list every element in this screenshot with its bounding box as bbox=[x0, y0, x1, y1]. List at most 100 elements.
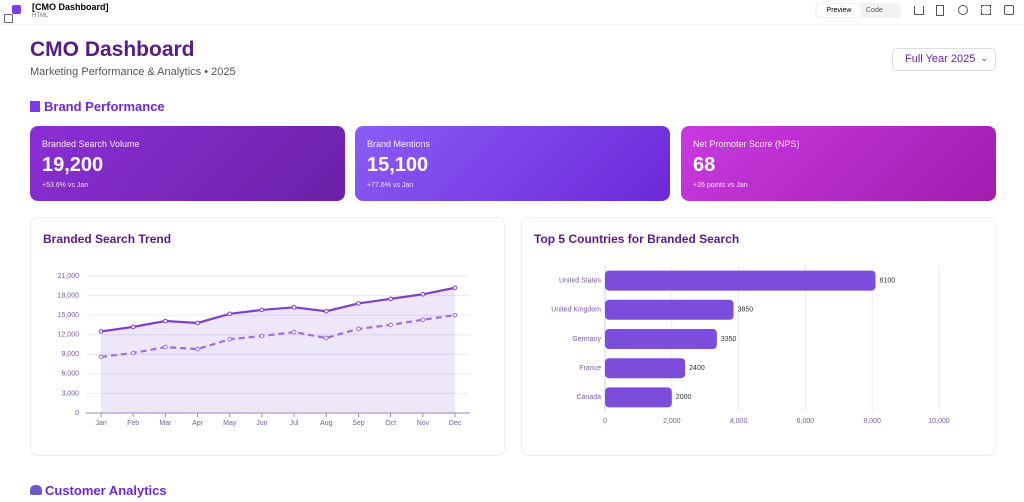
x-tick-label: Jan bbox=[95, 420, 106, 427]
point bbox=[291, 305, 297, 310]
bar bbox=[605, 358, 686, 379]
x-tick-label: May bbox=[223, 420, 237, 427]
value-label: 2000 bbox=[676, 394, 692, 401]
point bbox=[259, 333, 265, 339]
x-tick-label: 0 bbox=[603, 418, 607, 425]
section-icon bbox=[30, 101, 40, 112]
page-title: CMO Dashboard bbox=[30, 38, 195, 61]
point bbox=[356, 301, 361, 306]
close-button[interactable] bbox=[1004, 5, 1014, 15]
y-tick-label: 15,000 bbox=[58, 312, 80, 319]
code-tab[interactable]: Code bbox=[866, 7, 883, 14]
x-tick-label: 4,000 bbox=[730, 418, 748, 425]
y-tick-label: 21,000 bbox=[58, 273, 80, 280]
point bbox=[259, 307, 265, 313]
kpi-change: +53.6% vs Jan bbox=[42, 182, 89, 189]
fullscreen-button[interactable] bbox=[981, 5, 991, 15]
bar bbox=[605, 270, 876, 291]
kpi-value: 19,200 bbox=[42, 154, 104, 176]
x-tick-label: 10,000 bbox=[928, 418, 950, 425]
kpi-card: Net Promoter Score (NPS) 68 +26 points v… bbox=[681, 126, 996, 201]
chart-title: Top 5 Countries for Branded Search bbox=[534, 232, 740, 246]
value-label: 2400 bbox=[689, 365, 705, 372]
point bbox=[130, 350, 136, 356]
point bbox=[420, 291, 426, 297]
x-tick-label: Jun bbox=[256, 420, 267, 427]
section-icon bbox=[30, 485, 42, 495]
y-tick-label: Canada bbox=[576, 394, 601, 401]
point bbox=[130, 324, 136, 330]
y-tick-label: United Kingdom bbox=[551, 307, 601, 314]
x-tick-label: 6,000 bbox=[797, 418, 815, 425]
bar bbox=[605, 387, 672, 408]
y-tick-label: Germany bbox=[572, 336, 601, 343]
y-tick-label: 6,000 bbox=[61, 371, 79, 378]
y-tick-label: 3,000 bbox=[61, 390, 79, 397]
period-select[interactable]: Full Year 2025 ⌄ bbox=[892, 48, 996, 71]
x-tick-label: Jul bbox=[290, 420, 299, 427]
x-tick-label: Oct bbox=[385, 420, 396, 427]
value-label: 3850 bbox=[738, 307, 754, 314]
section-title: Customer Analytics bbox=[45, 483, 167, 498]
bookmark-button[interactable] bbox=[936, 5, 944, 16]
bar bbox=[605, 329, 717, 349]
kpi-change: +77.6% vs Jan bbox=[367, 182, 414, 189]
bar bbox=[605, 299, 734, 320]
point bbox=[388, 296, 393, 302]
y-tick-label: France bbox=[579, 365, 601, 372]
kpi-card: Branded Search Volume 19,200 +53.6% vs J… bbox=[30, 126, 345, 201]
area bbox=[101, 287, 455, 413]
point bbox=[452, 312, 458, 318]
sidebar-toggle[interactable] bbox=[4, 14, 13, 23]
kpi-change: +26 points vs Jan bbox=[693, 182, 748, 189]
point bbox=[98, 329, 104, 334]
section-title: Brand Performance bbox=[44, 99, 165, 114]
y-tick-label: 18,000 bbox=[58, 292, 80, 299]
x-tick-label: Nov bbox=[417, 420, 430, 427]
kpi-card: Brand Mentions 15,100 +77.6% vs Jan bbox=[355, 126, 670, 201]
preview-tab[interactable]: Preview bbox=[817, 4, 861, 17]
point bbox=[195, 346, 200, 352]
point bbox=[388, 322, 393, 328]
x-tick-label: Feb bbox=[127, 420, 139, 427]
app-title: [CMO Dashboard] bbox=[32, 2, 109, 12]
x-tick-label: 2,000 bbox=[663, 418, 681, 425]
point bbox=[163, 318, 168, 324]
app-subtitle: HTML bbox=[32, 13, 49, 19]
point bbox=[291, 329, 297, 335]
x-tick-label: 8,000 bbox=[863, 418, 881, 425]
point bbox=[420, 317, 426, 323]
x-tick-label: Dec bbox=[449, 420, 462, 427]
point bbox=[452, 285, 458, 291]
x-tick-label: Sep bbox=[352, 420, 365, 427]
kpi-label: Net Promoter Score (NPS) bbox=[693, 139, 800, 149]
y-tick-label: 0 bbox=[75, 410, 79, 417]
x-tick-label: Apr bbox=[192, 420, 204, 427]
point bbox=[323, 335, 329, 341]
chart-title: Branded Search Trend bbox=[43, 232, 172, 246]
value-label: 3350 bbox=[721, 336, 737, 343]
point bbox=[98, 354, 104, 360]
y-tick-label: 9,000 bbox=[61, 351, 79, 358]
y-tick-label: United States bbox=[559, 277, 602, 284]
app-icon bbox=[12, 5, 21, 14]
kpi-value: 68 bbox=[693, 154, 716, 176]
x-tick-label: Aug bbox=[320, 420, 333, 427]
globe-button[interactable] bbox=[958, 5, 968, 15]
kpi-label: Brand Mentions bbox=[367, 139, 431, 149]
line bbox=[100, 286, 456, 333]
kpi-value: 15,100 bbox=[367, 154, 429, 176]
chart: 0 3,000 6,000 9,000 12,000 15,000 18,000 21,000… bbox=[58, 273, 470, 427]
download-button[interactable] bbox=[914, 6, 924, 15]
chart-card: Top 5 Countries for Branded Search 0 2,00… bbox=[521, 217, 996, 456]
point bbox=[356, 326, 361, 332]
value-label: 8100 bbox=[880, 277, 896, 284]
point bbox=[227, 336, 233, 342]
chart-card: Branded Search Trend 0 3,000 6,000 9,000 12,… bbox=[30, 217, 505, 456]
chart: 0 2,000 4,000 6,000 8,000 10,000 United States… bbox=[551, 266, 950, 425]
x-tick-label: Mar bbox=[159, 420, 172, 427]
period-label: Full Year 2025 bbox=[905, 53, 976, 65]
point bbox=[163, 344, 168, 350]
kpi-label: Branded Search Volume bbox=[42, 139, 140, 149]
